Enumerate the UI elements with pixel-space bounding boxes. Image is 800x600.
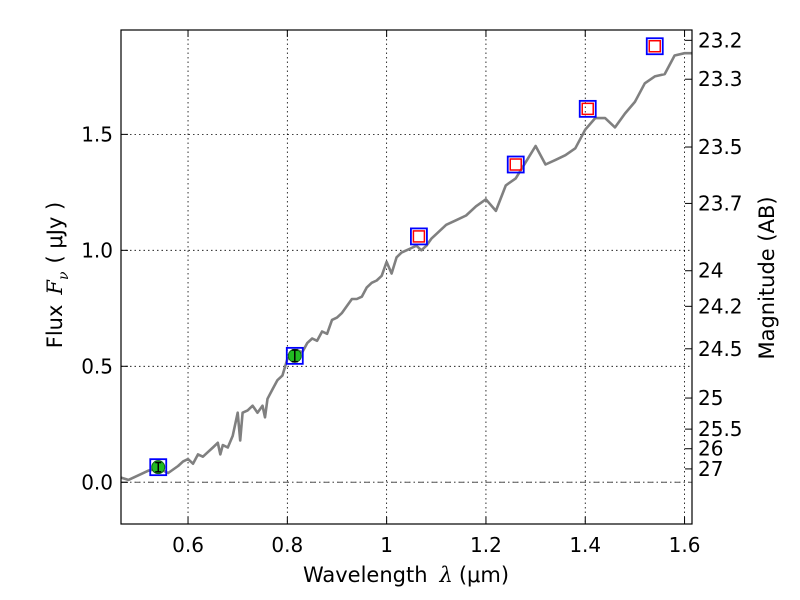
plot-frame bbox=[120, 29, 693, 525]
model-photometry-marker bbox=[149, 458, 168, 477]
magnitude-tick-label: 23.5 bbox=[698, 135, 743, 159]
magnitude-tick-label: 23.3 bbox=[698, 67, 743, 91]
ticks-layer: 0.6 0.8 1 1.2 1.4 1.6 0.0 0.5 1.0 1.5 23.2 23.3 23.5… bbox=[81, 28, 742, 557]
photometry-marker-red bbox=[509, 158, 522, 171]
x-tick-label: 1 bbox=[380, 533, 393, 557]
model-photometry-marker bbox=[645, 37, 664, 56]
model-photometry-marker bbox=[578, 99, 597, 118]
plot-frame-layer bbox=[120, 29, 693, 525]
x-tick-label: 0.8 bbox=[271, 533, 303, 557]
y-axis-label: FluxFν( μJy ) bbox=[43, 202, 72, 348]
model-photometry-marker bbox=[506, 155, 525, 174]
model-photometry-marker bbox=[410, 227, 428, 246]
magnitude-tick-label: 24 bbox=[698, 259, 723, 283]
x-axis-label: Wavelength λ (μm) bbox=[303, 563, 509, 587]
magnitude-tick-label: 23.7 bbox=[698, 191, 743, 215]
y-tick-label: 0.5 bbox=[81, 354, 113, 378]
x-tick-label: 0.6 bbox=[172, 533, 204, 557]
y-tick-label: 1.5 bbox=[81, 122, 113, 146]
magnitude-tick-label: 25 bbox=[698, 386, 723, 410]
magnitude-tick-label: 27 bbox=[698, 457, 723, 481]
magnitude-tick-label: 23.2 bbox=[698, 28, 743, 52]
y-tick-label: 1.0 bbox=[81, 238, 113, 262]
magnitude-tick-label: 24.5 bbox=[698, 337, 743, 361]
photometry-marker-red bbox=[648, 39, 662, 53]
y2-axis-label: Magnitude (AB) bbox=[755, 196, 779, 359]
y-tick-label: 0.0 bbox=[81, 470, 113, 494]
model-photometry-marker bbox=[285, 346, 304, 365]
photometry-marker-red bbox=[581, 102, 594, 116]
series-layer bbox=[120, 37, 692, 482]
x-tick-label: 1.6 bbox=[669, 533, 701, 557]
photometry-marker-red bbox=[412, 230, 426, 243]
magnitude-tick-label: 26 bbox=[698, 437, 723, 461]
x-tick-label: 1.4 bbox=[569, 533, 601, 557]
magnitude-tick-label: 25.5 bbox=[698, 417, 743, 441]
x-tick-label: 1.2 bbox=[470, 533, 502, 557]
magnitude-tick-label: 24.2 bbox=[698, 294, 743, 318]
spectrum-line bbox=[120, 51, 692, 482]
